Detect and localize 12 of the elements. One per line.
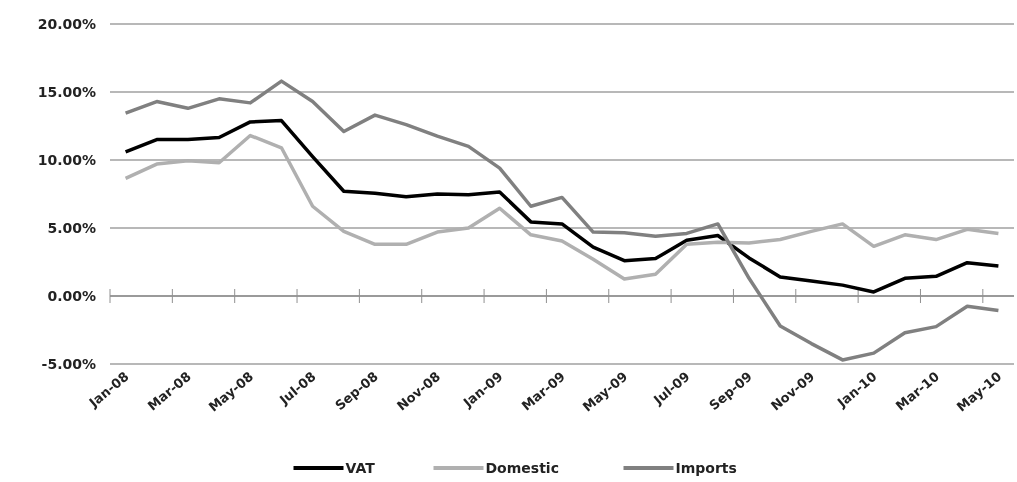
legend-label: VAT: [345, 460, 376, 476]
y-tick-label: 15.00%: [37, 83, 96, 100]
line-series: [123, 118, 1001, 294]
y-tick-label: 0.00%: [47, 287, 96, 304]
legend-label: Imports: [675, 460, 737, 476]
legend-label: Domestic: [485, 460, 559, 476]
line-series: [123, 79, 1001, 362]
line-series: [123, 133, 1001, 281]
y-tick-label: 5.00%: [47, 219, 96, 236]
y-tick-label: 20.00%: [37, 15, 96, 32]
y-tick-label: 10.00%: [37, 151, 96, 168]
y-tick-label: -5.00%: [41, 355, 96, 372]
